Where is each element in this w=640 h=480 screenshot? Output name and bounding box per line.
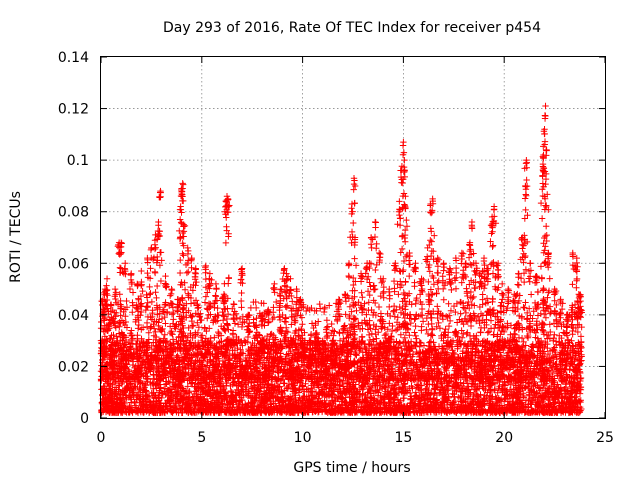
data-points <box>97 102 585 417</box>
data-point <box>525 380 532 387</box>
data-point <box>549 368 557 376</box>
chart-title: Day 293 of 2016, Rate Of TEC Index for r… <box>163 20 541 36</box>
data-point <box>416 353 423 361</box>
data-point <box>227 387 235 395</box>
data-point <box>450 393 458 401</box>
